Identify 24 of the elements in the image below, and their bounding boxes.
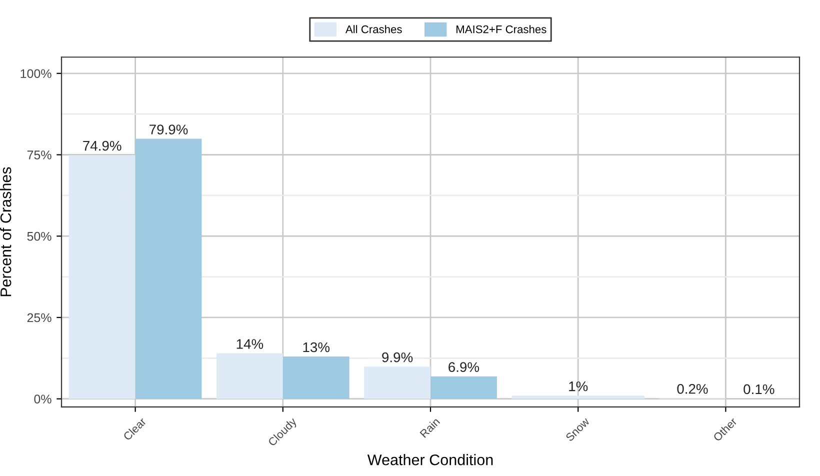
bar bbox=[216, 353, 283, 399]
legend-label: All Crashes bbox=[345, 25, 402, 34]
y-axis-title: Percent of Crashes bbox=[0, 167, 12, 296]
bar bbox=[364, 366, 430, 399]
data-label: 1% bbox=[569, 381, 588, 392]
data-label: 74.9% bbox=[83, 140, 122, 151]
y-tick-label: 0% bbox=[34, 394, 52, 404]
bar bbox=[282, 356, 350, 399]
data-label: 0.2% bbox=[677, 384, 708, 394]
data-label: 79.9% bbox=[150, 124, 188, 134]
y-tick-label: 25% bbox=[27, 313, 52, 322]
data-label: 14% bbox=[236, 339, 264, 349]
legend-label: MAIS2+F Crashes bbox=[456, 25, 546, 34]
y-tick-label: 75% bbox=[27, 150, 52, 160]
data-label: 0.1% bbox=[744, 384, 774, 394]
data-label: 6.9% bbox=[448, 362, 480, 372]
bar bbox=[135, 138, 202, 399]
data-label: 9.9% bbox=[382, 352, 413, 362]
y-tick-label: 100% bbox=[20, 69, 52, 78]
bar bbox=[68, 155, 136, 399]
bar bbox=[430, 376, 497, 399]
y-tick-label: 50% bbox=[27, 232, 52, 241]
data-label: 13% bbox=[303, 342, 330, 352]
x-axis-title: Weather Condition bbox=[367, 454, 493, 466]
